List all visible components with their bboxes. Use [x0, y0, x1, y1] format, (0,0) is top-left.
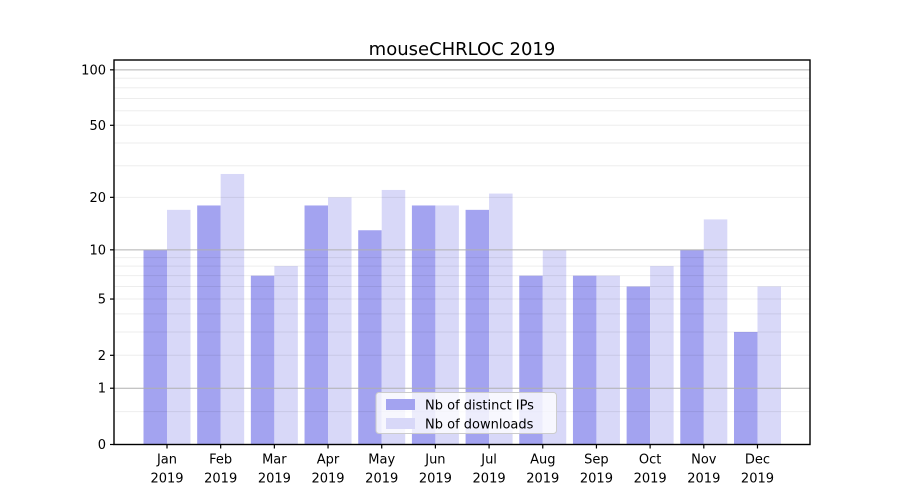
x-tick-label-jan: Jan 2019	[150, 453, 183, 487]
y-tick-label-5: 5	[98, 293, 106, 308]
bar-jul-downloads	[489, 193, 513, 445]
gridlines-layer	[114, 69, 810, 413]
bar-may-downloads	[381, 189, 406, 445]
bar-jul-distinct-ips	[465, 209, 490, 445]
y-tick-label-100: 100	[81, 63, 106, 78]
x-tick-label-jun: Jun 2019	[419, 453, 452, 487]
axis-labels-layer: 0 1 2 5 10 20 50 100 Jan 2019 Feb 2019 Mar 2019 Apr 201…	[81, 63, 774, 486]
bar-may-distinct-ips	[358, 230, 382, 445]
bar-jan-downloads	[167, 209, 191, 445]
axes-frame	[113, 59, 811, 446]
y-tick-label-1: 1	[98, 382, 106, 397]
y-tick-label-20: 20	[89, 191, 106, 206]
bar-apr-distinct-ips	[304, 205, 329, 445]
bar-feb-distinct-ips	[197, 205, 221, 445]
bar-sep-distinct-ips	[572, 275, 597, 445]
x-tick-label-sep: Sep 2019	[580, 453, 613, 487]
bar-sep-downloads	[596, 275, 620, 445]
bar-mar-downloads	[274, 266, 298, 445]
x-tick-label-mar: Mar 2019	[258, 453, 291, 487]
legend-swatch-distinct-ips-icon	[386, 399, 415, 410]
bar-mar-distinct-ips	[250, 275, 275, 445]
x-tick-label-dec: Dec 2019	[741, 453, 774, 487]
bar-jun-distinct-ips	[411, 205, 436, 445]
x-tick-label-oct: Oct 2019	[634, 453, 667, 487]
y-tick-label-50: 50	[89, 119, 106, 134]
x-tick-label-may: May 2019	[365, 453, 398, 487]
legend-label-downloads: Nb of downloads	[425, 418, 534, 433]
y-tick-label-0: 0	[98, 438, 106, 453]
ticks-layer	[110, 69, 759, 449]
bar-dec-downloads	[757, 286, 781, 445]
y-tick-label-10: 10	[89, 243, 106, 258]
plot-border	[113, 59, 811, 446]
chart-title: mouseCHRLOC 2019	[369, 39, 556, 60]
x-tick-label-nov: Nov 2019	[687, 453, 720, 487]
bar-jan-distinct-ips	[143, 249, 167, 445]
bar-oct-distinct-ips	[626, 286, 651, 445]
x-tick-label-jul: Jul 2019	[473, 453, 506, 487]
x-tick-label-apr: Apr 2019	[311, 453, 344, 487]
bar-jun-downloads	[435, 205, 459, 445]
x-tick-label-feb: Feb 2019	[204, 453, 237, 487]
legend: Nb of distinct IPs Nb of downloads	[375, 392, 557, 434]
legend-label-distinct-ips: Nb of distinct IPs	[425, 399, 534, 414]
bar-feb-downloads	[220, 173, 245, 445]
legend-swatch-downloads-icon	[386, 418, 415, 429]
bar-nov-distinct-ips	[680, 249, 704, 445]
bar-apr-downloads	[328, 197, 352, 445]
x-tick-label-aug: Aug 2019	[526, 453, 559, 487]
legend-box	[375, 392, 557, 434]
y-tick-label-2: 2	[98, 349, 106, 364]
bar-oct-downloads	[650, 266, 674, 445]
